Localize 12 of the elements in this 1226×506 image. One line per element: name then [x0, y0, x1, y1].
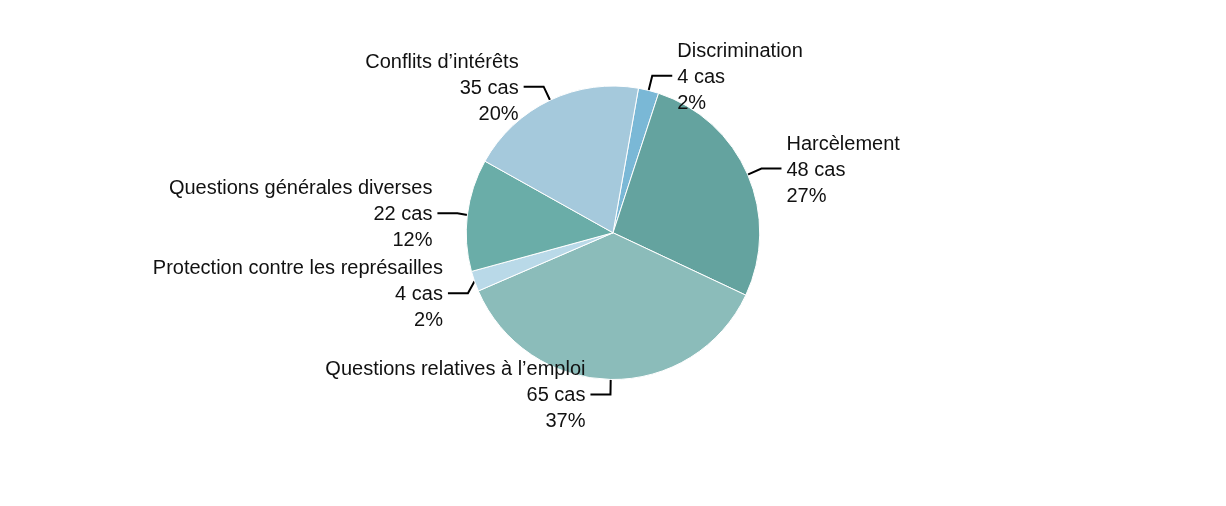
slice-label: Questions relatives à l’emploi	[325, 357, 586, 380]
data-label: 22 cas 12%	[373, 202, 433, 251]
data-label: 48 cas 27%	[786, 157, 846, 206]
slice-label: Discrimination	[677, 38, 803, 61]
slice-label: Questions générales diverses	[168, 176, 433, 199]
data-label: 35 cas 20%	[459, 75, 519, 124]
data-label: 4 cas 2%	[677, 64, 726, 113]
data-label: 65 cas 37%	[526, 383, 586, 432]
slice-label: Harcèlement	[786, 131, 901, 154]
data-label: 4 cas 2%	[395, 282, 444, 331]
slice-label: Conflits d’intérêts	[365, 49, 519, 72]
slice-label: Protection contre les représailles	[152, 256, 443, 279]
